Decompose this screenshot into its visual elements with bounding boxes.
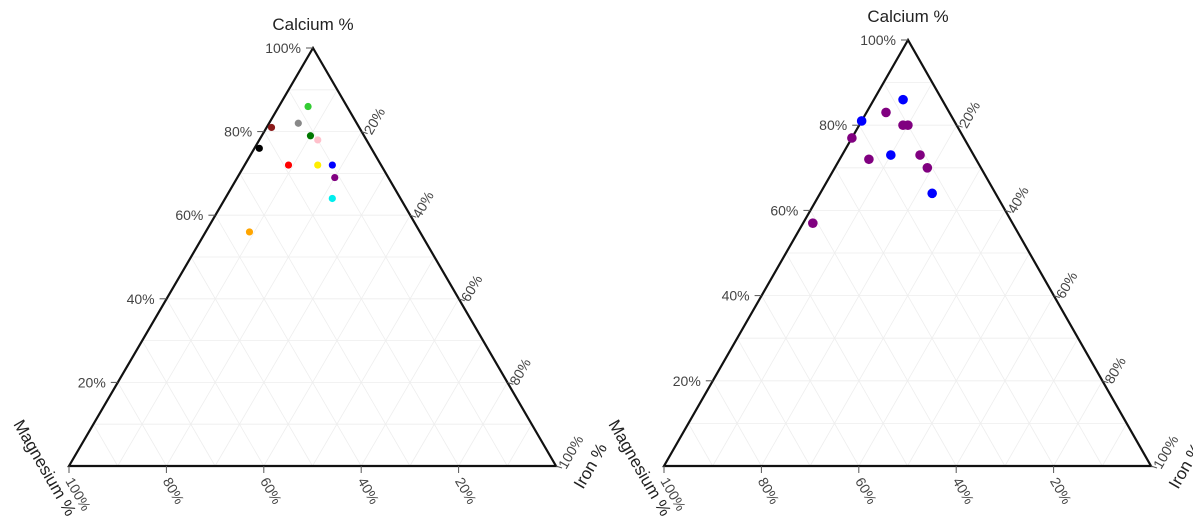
magnesium-tick-label: 40% [950,475,978,507]
iron-tick-label: 20% [360,105,388,137]
data-point [915,150,925,160]
grid-line [214,173,387,467]
grid-line [712,82,933,467]
data-point [245,228,254,236]
iron-tick [458,298,465,302]
calcium-tick-label: 80% [819,117,847,133]
iron-tick [555,465,563,469]
data-point [304,102,312,111]
iron-tick-label: 60% [1053,269,1081,301]
calcium-axis-title: Calcium % [867,7,948,26]
data-point [927,188,937,199]
magnesium-tick-label: 20% [1047,475,1075,507]
calcium-tick-label: 40% [722,288,750,304]
iron-tick [361,131,368,135]
iron-tick [1053,295,1060,299]
data-point [886,150,896,160]
calcium-tick-label: 40% [127,291,155,307]
data-point [255,144,263,152]
data-point [856,116,867,126]
data-point [328,161,336,169]
calcium-tick-label: 20% [673,373,701,389]
calcium-tick-label: 80% [224,124,252,140]
grid-line [360,298,460,467]
data-point [847,133,857,143]
grid-line [1101,423,1128,467]
triangle-frame [67,45,558,468]
calcium-tick-label: 60% [175,207,203,223]
iron-tick [1005,209,1012,213]
data-point [267,123,276,132]
grid-line [409,340,484,467]
grid-line [117,89,338,467]
data-point [898,94,908,105]
calcium-tick-label: 20% [78,374,106,390]
iron-tick-label: 40% [409,188,437,220]
data-point [808,218,818,228]
data-point [903,120,913,130]
grid-line [907,252,1030,467]
calcium-tick-label: 100% [860,32,896,48]
grid [688,82,1128,467]
data-point [306,132,315,140]
magnesium-tick-label: 60% [852,475,880,507]
triangle-frame [662,37,1153,468]
data-point [881,107,891,118]
grid-line [166,298,265,467]
iron-tick-label: 60% [458,272,486,304]
ternary-chart-2: 20% 20% 20% 40% 40% 40% 60% 60% 60% 80% 80% 80% 100%… [605,7,1193,519]
magnesium-tick-label: 40% [355,475,383,507]
data-points [245,102,339,236]
iron-tick-label: 80% [1101,354,1129,386]
iron-tick [1102,380,1109,384]
data-points [808,94,937,228]
grid [93,89,533,467]
grid-line [458,382,508,467]
grid-line [1004,338,1079,467]
grid-line [883,82,1103,467]
grid-line [288,89,508,467]
grid-line [1053,380,1103,467]
iron-tick [507,381,514,385]
data-point [331,173,339,182]
grid-line [93,423,119,467]
grid-line [785,252,908,467]
grid-line [239,173,411,467]
iron-tick-label: 80% [506,356,534,388]
data-point [294,119,302,127]
grid-line [834,167,1006,467]
data-point [922,163,933,173]
iron-tick [1150,465,1158,469]
grid-line [141,340,216,467]
iron-tick-label: 20% [955,98,983,130]
data-point [864,154,874,165]
data-point [328,194,336,203]
grid-line [712,380,762,467]
grid-line [117,382,167,467]
data-point [314,136,322,144]
magnesium-tick-label: 80% [160,475,188,507]
grid-line [736,338,811,467]
magnesium-tick-label: 80% [755,475,783,507]
grid-line [312,256,435,467]
magnesium-tick-label: 20% [452,475,480,507]
data-point [284,161,293,169]
iron-tick [410,214,417,218]
ternary-chart-1: 20% 20% 20% 40% 40% 40% 60% 60% 60% 80% 80% 80% 100%… [10,15,611,519]
grid-line [809,167,982,467]
iron-tick-label: 40% [1004,184,1032,216]
calcium-tick-label: 60% [770,202,798,218]
grid-line [190,256,313,467]
grid-line [955,295,1055,467]
iron-tick [956,124,963,128]
data-point [314,161,322,169]
grid-line [688,423,714,467]
magnesium-tick-label: 60% [257,475,285,507]
grid-line [761,295,860,467]
calcium-axis-title: Calcium % [272,15,353,34]
calcium-tick-label: 100% [265,40,301,56]
grid-line [506,423,533,467]
